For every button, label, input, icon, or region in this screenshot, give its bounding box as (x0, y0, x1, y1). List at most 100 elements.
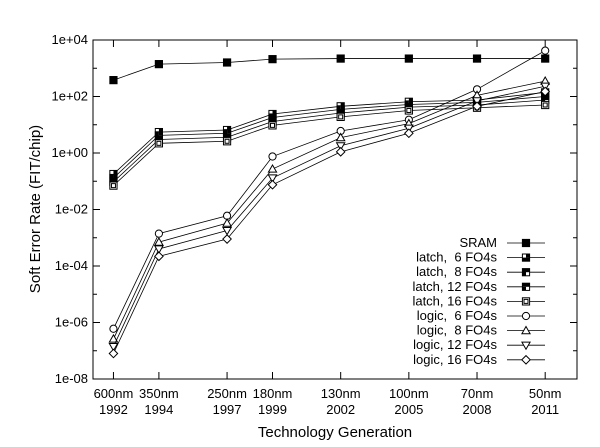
data-point-filled-square (154, 60, 163, 69)
marker-shape (222, 234, 232, 244)
marker-fill (340, 105, 345, 110)
series-1 (109, 54, 550, 85)
x-tick-label-node: 180nm (253, 386, 293, 401)
data-point-triangle-down (222, 226, 233, 236)
legend-item: latch, 12 FO4s (412, 279, 545, 294)
x-tick-label-node: 250nm (207, 386, 247, 401)
series-line (113, 58, 546, 81)
data-point-diamond (335, 146, 346, 157)
marker-shape (108, 343, 119, 352)
y-tick-label: 1e+04 (51, 32, 88, 47)
data-point-diamond (153, 251, 164, 262)
data-point-square-dotted (404, 106, 413, 115)
x-tick-label-year: 2008 (463, 402, 492, 417)
marker-fill (227, 126, 231, 131)
data-point-square-dotted (154, 139, 163, 148)
marker-shape (153, 237, 164, 246)
marker-shape (541, 54, 550, 63)
y-tick-label: 1e-08 (55, 371, 88, 386)
legend-item: logic, 8 FO4s (417, 323, 545, 338)
marker-shape (335, 146, 346, 157)
marker-fill (224, 138, 230, 144)
series-7 (108, 76, 551, 343)
marker-fill (523, 298, 529, 304)
marker-shape (153, 245, 164, 255)
series-6 (109, 46, 550, 333)
data-point-triangle-up (521, 325, 531, 335)
series-line (113, 50, 546, 329)
data-point-filled-square (404, 54, 413, 63)
data-point-square-three-quarter (521, 282, 531, 291)
y-tick-label: 1e+00 (51, 145, 88, 160)
marker-fill (158, 128, 163, 133)
x-axis-title: Technology Generation (258, 424, 412, 441)
marker-fill (526, 268, 530, 273)
marker-fill (522, 257, 530, 262)
marker-fill (113, 174, 118, 179)
data-point-circle (268, 152, 277, 161)
marker-shape (540, 86, 551, 97)
marker-shape (521, 238, 531, 248)
marker-fill (110, 183, 116, 189)
data-point-triangle-up (222, 217, 233, 227)
x-tick-label-year: 1994 (144, 402, 173, 417)
marker-shape (109, 76, 118, 85)
data-point-triangle-up (153, 237, 164, 246)
data-point-triangle-up (335, 132, 346, 142)
series-9 (108, 86, 551, 359)
data-point-filled-square (109, 76, 118, 85)
marker-shape (541, 46, 550, 55)
marker-fill (522, 286, 526, 291)
marker-fill (522, 283, 530, 287)
marker-fill (526, 254, 530, 258)
data-point-diamond (403, 128, 414, 139)
series-line (113, 96, 546, 179)
x-tick-label-node: 130nm (321, 386, 361, 401)
data-point-triangle-up (267, 163, 278, 173)
data-point-square-dotted (521, 297, 531, 306)
data-point-triangle-down (335, 142, 346, 151)
data-point-triangle-down (108, 343, 119, 352)
series-line (113, 99, 546, 183)
legend-label: latch, 8 FO4s (416, 264, 497, 279)
data-point-triangle-up (108, 333, 119, 343)
marker-shape (521, 311, 531, 321)
data-point-circle (541, 46, 550, 55)
data-point-diamond (540, 86, 551, 97)
x-tick-label-year: 2002 (326, 402, 355, 417)
x-tick-label-year: 1999 (258, 402, 287, 417)
legend-item: latch, 6 FO4s (416, 250, 545, 265)
y-tick-label: 1e-06 (55, 315, 88, 330)
data-point-diamond (267, 179, 278, 190)
marker-fill (113, 170, 118, 175)
plot-frame (92, 39, 578, 380)
data-point-filled-square (222, 58, 232, 67)
marker-shape (472, 54, 482, 63)
axis-ticks: 1e-08 1e-06 1e-04 1e-02 1e+00 1e+02 1e+04 600nm… (51, 32, 577, 417)
x-tick-label-year: 2011 (531, 402, 559, 417)
x-tick-label-node: 100nm (389, 386, 429, 401)
marker-fill (408, 100, 413, 105)
data-point-square-dotted (268, 121, 277, 130)
marker-fill (156, 140, 162, 146)
marker-shape (335, 132, 346, 142)
data-point-diamond (521, 354, 531, 365)
marker-shape (404, 54, 413, 63)
marker-fill (541, 96, 549, 101)
marker-shape (153, 251, 164, 262)
data-point-square-half-filled (521, 268, 531, 277)
series-5 (109, 100, 550, 190)
series-line (113, 104, 546, 186)
marker-fill (542, 102, 548, 108)
legend-label: latch, 16 FO4s (412, 293, 497, 308)
marker-shape (472, 97, 482, 106)
marker-fill (272, 113, 277, 118)
marker-fill (408, 98, 413, 102)
legend-item: latch, 8 FO4s (416, 264, 545, 279)
legend-label: logic, 16 FO4s (413, 352, 497, 367)
marker-shape (521, 354, 531, 365)
series-line (113, 91, 546, 354)
marker-shape (222, 226, 233, 236)
